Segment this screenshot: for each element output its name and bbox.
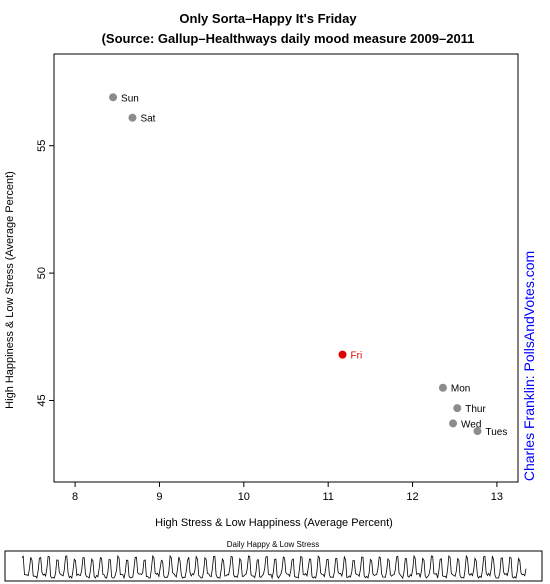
- x-tick-label: 9: [156, 491, 162, 503]
- point-label: Wed: [461, 419, 481, 430]
- x-tick-label: 13: [491, 491, 503, 503]
- y-tick-label: 45: [36, 394, 48, 406]
- data-point: [473, 427, 482, 436]
- chart-title: Only Sorta–Happy It's Friday: [179, 11, 357, 26]
- chart-subtitle: (Source: Gallup–Healthways daily mood me…: [102, 31, 475, 46]
- data-point: [128, 113, 137, 122]
- data-point: [449, 419, 458, 428]
- data-point: [109, 93, 118, 102]
- strip-title: Daily Happy & Low Stress: [227, 540, 319, 549]
- point-label: Sun: [121, 93, 139, 104]
- daily-series-line: [21, 554, 527, 580]
- x-axis: 8 9 10 11 12 13: [72, 482, 503, 503]
- y-axis-label: High Happiness & Low Stress (Average Per…: [4, 171, 16, 409]
- data-point: [438, 383, 447, 392]
- point-label: Fri: [351, 351, 363, 362]
- x-tick-label: 12: [406, 491, 418, 503]
- point-label: Thur: [465, 404, 486, 415]
- point-label: Mon: [451, 384, 470, 395]
- x-tick-label: 10: [238, 491, 250, 503]
- y-axis: 45 50 55: [36, 140, 54, 407]
- plot-frame: [53, 53, 519, 483]
- x-axis-label: High Stress & Low Happiness (Average Per…: [155, 517, 393, 529]
- point-label: Tues: [486, 427, 508, 438]
- data-point: [338, 350, 347, 359]
- data-point: [453, 404, 462, 413]
- x-tick-label: 11: [322, 491, 333, 503]
- x-tick-label: 8: [72, 491, 78, 503]
- credit-text: Charles Franklin: PollsAndVotes.com: [521, 251, 537, 481]
- y-tick-label: 50: [36, 267, 48, 279]
- y-tick-label: 55: [36, 140, 48, 152]
- strip-frame: [4, 550, 543, 582]
- point-label: Sat: [140, 114, 155, 125]
